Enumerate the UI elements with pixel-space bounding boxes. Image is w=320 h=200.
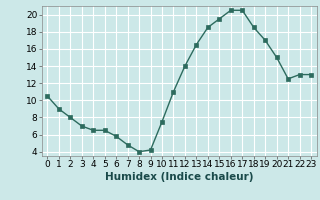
X-axis label: Humidex (Indice chaleur): Humidex (Indice chaleur) <box>105 172 253 182</box>
